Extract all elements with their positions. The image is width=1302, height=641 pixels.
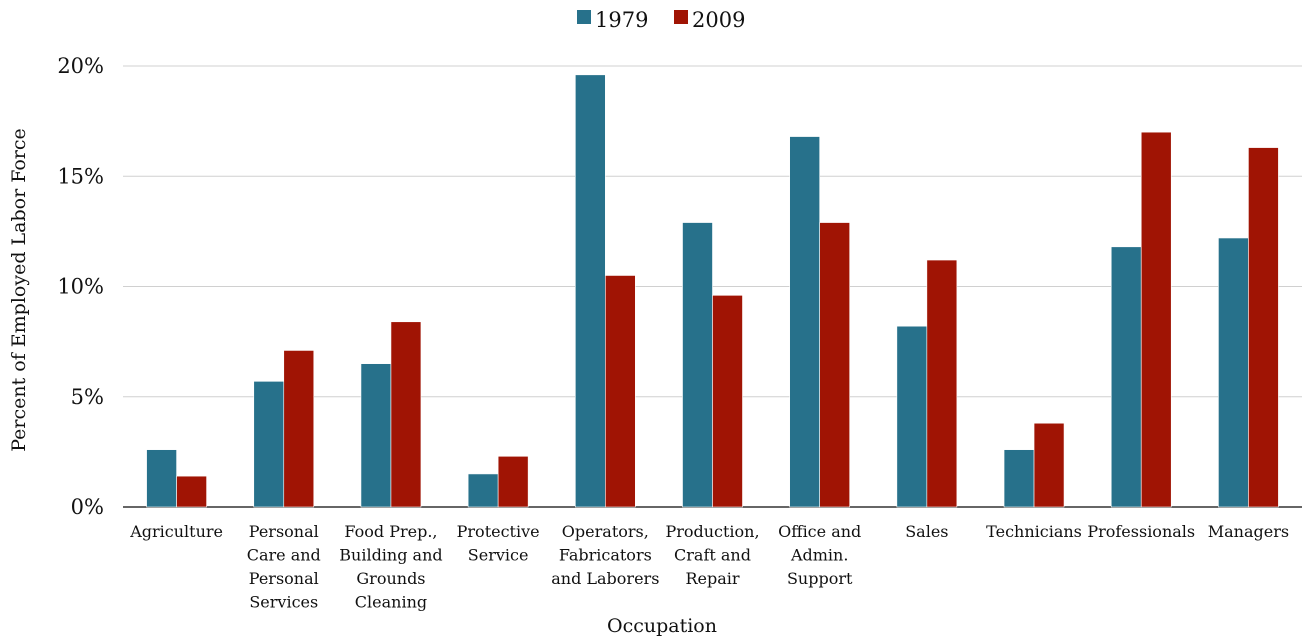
bar-2009 (283, 350, 315, 508)
x-axis-title: Occupation (607, 615, 717, 637)
y-tick-label: 15% (57, 164, 104, 188)
y-axis-ticks: 0% 5% 10% 15% 20% (57, 54, 104, 519)
bar-1979 (896, 325, 928, 508)
x-tick-label: Protective Service (457, 522, 540, 565)
bar-2009 (712, 295, 743, 508)
legend: 1979 2009 (577, 8, 745, 32)
bar-2009 (176, 475, 207, 508)
y-axis-title: Percent of Employed Labor Force (8, 128, 30, 452)
bar-2009 (605, 275, 636, 508)
x-tick-label: Agriculture (129, 522, 223, 541)
x-tick-label: Technicians (986, 522, 1082, 541)
x-tick-label: Sales (905, 522, 948, 541)
y-tick-label: 5% (71, 385, 104, 409)
y-tick-label: 20% (57, 54, 104, 78)
legend-swatch-2009 (674, 10, 688, 24)
bar-1979 (789, 136, 820, 508)
bar-2009 (1248, 147, 1279, 508)
bar-1979 (360, 363, 392, 508)
x-tick-label: Office and Admin. Support (778, 522, 861, 588)
x-tick-label: Personal Care and Personal Services (247, 522, 321, 612)
bar-2009 (497, 455, 529, 508)
bar-1979 (1003, 449, 1035, 508)
bar-1979 (146, 449, 177, 508)
bars (146, 74, 1279, 508)
bar-1979 (682, 222, 713, 508)
bar-1979 (575, 74, 606, 508)
y-tick-label: 0% (71, 495, 104, 519)
bar-2009 (1140, 131, 1172, 508)
x-tick-label: Operators, Fabricators and Laborers (551, 522, 659, 588)
legend-label-1979: 1979 (595, 8, 648, 32)
bar-1979 (467, 473, 499, 508)
y-tick-label: 10% (57, 275, 104, 299)
bar-2009 (390, 321, 422, 508)
legend-label-2009: 2009 (692, 8, 745, 32)
bar-1979 (253, 381, 285, 508)
x-axis-ticks: Agriculture Personal Care and Personal Servi… (129, 522, 1289, 612)
x-tick-label: Managers (1208, 522, 1289, 541)
bar-2009 (1033, 422, 1065, 508)
x-tick-label: Production, Craft and Repair (665, 522, 759, 588)
bar-2009 (819, 222, 850, 508)
legend-swatch-1979 (577, 10, 591, 24)
bar-1979 (1110, 246, 1142, 508)
bar-1979 (1218, 237, 1249, 508)
x-tick-label: Food Prep., Building and Grounds Cleaning (339, 522, 442, 612)
bar-2009 (926, 259, 958, 508)
x-tick-label: Professionals (1087, 522, 1195, 541)
